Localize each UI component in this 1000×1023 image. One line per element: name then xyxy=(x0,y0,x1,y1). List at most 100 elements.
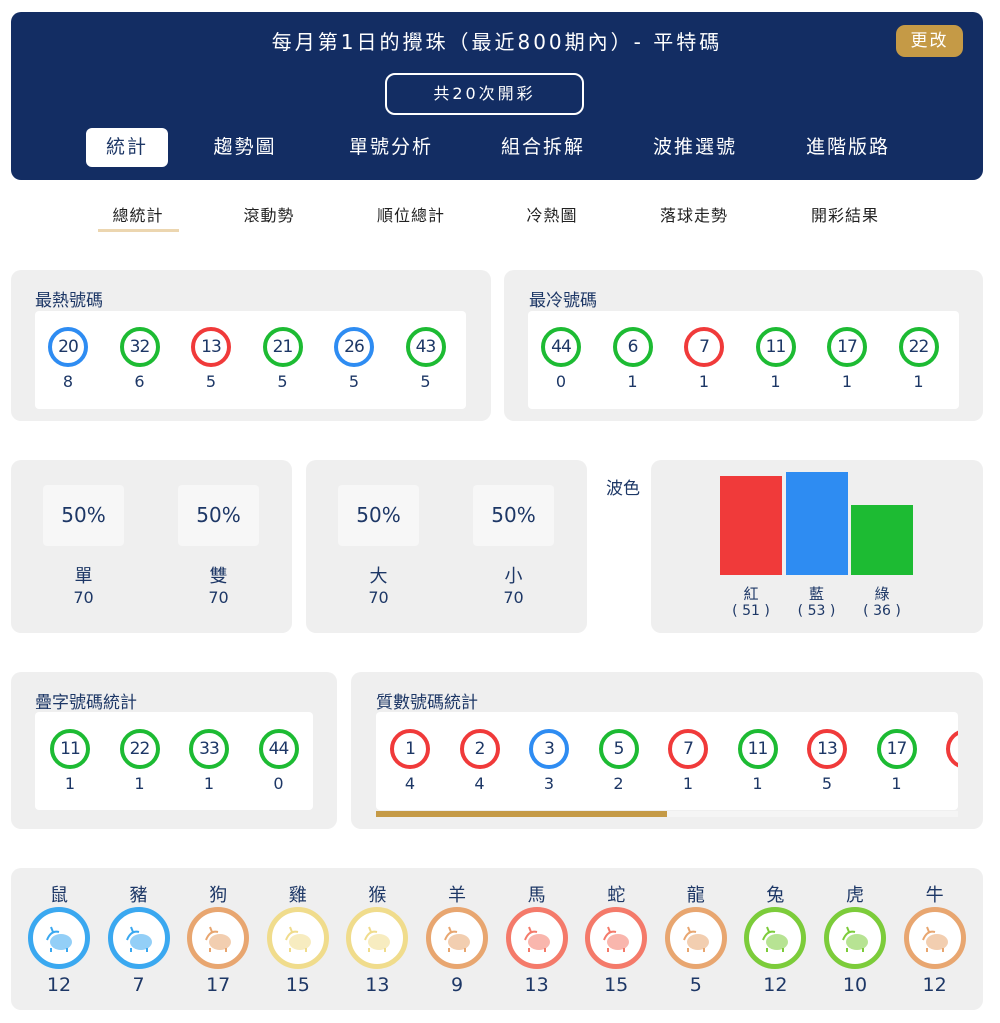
subtab-position[interactable]: 順位總計 xyxy=(376,206,445,225)
ball-count: 4 xyxy=(404,774,416,793)
oddeven-pct: 50% xyxy=(178,485,259,546)
oddeven-label: 雙 xyxy=(209,566,228,587)
zodiac-count: 12 xyxy=(922,974,947,996)
goat-icon xyxy=(426,907,488,969)
number-ball: 7 xyxy=(684,327,724,367)
zodiac-count: 12 xyxy=(763,974,788,996)
wave-bar-label: 綠 xyxy=(874,585,890,603)
prime-title: 質數號碼統計 xyxy=(376,693,478,713)
prime-scroll-list[interactable]: 142433527111113517119 xyxy=(376,712,958,810)
rabbit-icon-glyph xyxy=(762,926,789,952)
bigsmall-pct: 50% xyxy=(473,485,554,546)
tiger-icon xyxy=(824,907,886,969)
wave-bar-value: ( 51 ) xyxy=(732,603,770,619)
number-ball: 17 xyxy=(827,327,867,367)
zodiac-count: 15 xyxy=(604,974,629,996)
ball-count: 1 xyxy=(841,372,853,391)
number-ball: 44 xyxy=(541,327,581,367)
oddeven-value: 70 xyxy=(208,588,229,607)
bigsmall-value: 70 xyxy=(368,588,389,607)
subtab-rolling[interactable]: 滾動勢 xyxy=(243,206,295,225)
subtab-ball-trend[interactable]: 落球走勢 xyxy=(659,206,728,225)
horse-icon xyxy=(505,907,568,969)
ball-count: 1 xyxy=(682,774,694,793)
zodiac-count: 13 xyxy=(524,974,549,996)
monkey-icon xyxy=(346,907,409,969)
prime-scrollbar-track[interactable] xyxy=(376,811,958,817)
tab-trend[interactable]: 趨勢圖 xyxy=(213,136,277,158)
zodiac-count: 7 xyxy=(132,974,145,996)
subtab-heatmap[interactable]: 冷熱圖 xyxy=(526,206,578,225)
number-ball: 17 xyxy=(876,729,917,769)
number-ball: 11 xyxy=(755,327,796,367)
ball-count: 5 xyxy=(821,774,833,793)
ball-count: 3 xyxy=(543,774,555,793)
number-ball: 13 xyxy=(191,327,231,367)
ball-count: 1 xyxy=(203,774,215,793)
cold-numbers-card: 最冷號碼 44 0 6 1 7 1 11 1 17 1 22 1 xyxy=(504,270,983,421)
tab-single-analysis[interactable]: 單號分析 xyxy=(348,136,433,158)
ox-icon xyxy=(903,907,966,969)
ball-count: 1 xyxy=(891,774,902,793)
subtab-overall[interactable]: 總統計 xyxy=(112,206,164,225)
zodiac-name: 兔 xyxy=(766,885,785,906)
hot-title: 最熱號碼 xyxy=(35,291,103,311)
number-ball: 2 xyxy=(459,729,500,769)
zodiac-name: 牛 xyxy=(925,885,944,906)
rooster-icon-glyph xyxy=(284,926,311,952)
tab-advanced[interactable]: 進階版路 xyxy=(805,136,890,158)
page-title: 每月第1日的攪珠（最近800期內）- 平特碼 xyxy=(271,30,723,54)
oddeven-pct: 50% xyxy=(43,485,124,546)
number-ball: 26 xyxy=(334,327,374,367)
subtab-results[interactable]: 開彩結果 xyxy=(810,206,879,225)
rat-icon xyxy=(28,907,90,969)
cold-title: 最冷號碼 xyxy=(529,291,597,311)
number-ball: 22 xyxy=(898,327,939,367)
double-numbers-card: 疊字號碼統計 11 1 22 1 33 1 44 0 xyxy=(11,672,337,829)
ball-count: 5 xyxy=(205,372,217,391)
zodiac-name: 馬 xyxy=(527,885,546,906)
hot-list: 20 8 32 6 13 5 21 5 26 5 43 5 xyxy=(35,311,466,409)
wave-title: 波色 xyxy=(606,479,640,499)
dragon-icon xyxy=(664,907,727,969)
double-title: 疊字號碼統計 xyxy=(35,693,137,713)
number-ball: 3 xyxy=(529,729,569,769)
bigsmall-value: 70 xyxy=(503,588,524,607)
zodiac-name: 羊 xyxy=(448,885,466,906)
rabbit-icon xyxy=(744,907,807,969)
zodiac-name: 雞 xyxy=(288,885,307,906)
prime-numbers-card: 質數號碼統計 142433527111113517119 xyxy=(351,672,983,829)
dog-icon-glyph xyxy=(205,926,232,952)
number-ball: 13 xyxy=(807,729,847,769)
tab-combination[interactable]: 組合拆解 xyxy=(500,136,585,158)
ball-count: 4 xyxy=(474,774,485,793)
tab-wave-pick[interactable]: 波推選號 xyxy=(652,136,737,158)
prime-scrollbar-thumb[interactable] xyxy=(376,811,667,817)
wave-chart-card: 紅( 51 ) 藍( 53 ) 綠( 36 ) xyxy=(651,460,983,633)
number-ball: 5 xyxy=(598,729,639,769)
draw-count-button[interactable]: 共20次開彩 xyxy=(385,73,584,115)
number-ball: 6 xyxy=(612,327,653,367)
wave-bar-red xyxy=(720,476,782,575)
change-button[interactable]: 更改 xyxy=(896,25,963,57)
ox-icon-glyph xyxy=(921,926,948,952)
odd-even-card: 50% 單 70 50% 雙 70 xyxy=(11,460,292,633)
wave-bar-value: ( 53 ) xyxy=(797,603,836,619)
ball-count: 8 xyxy=(62,372,74,391)
horse-icon-glyph xyxy=(523,926,550,952)
ball-count: 1 xyxy=(913,372,924,391)
tab-stats[interactable]: 統計 xyxy=(86,128,168,167)
number-ball: 22 xyxy=(119,729,160,769)
number-ball: 33 xyxy=(189,729,229,769)
ball-count: 0 xyxy=(273,774,284,793)
zodiac-name: 狗 xyxy=(209,885,228,906)
number-ball: 7 xyxy=(668,729,708,769)
hot-numbers-card: 最熱號碼 20 8 32 6 13 5 21 5 26 5 43 5 xyxy=(11,270,491,421)
ball-count: 0 xyxy=(555,372,567,391)
zodiac-count: 10 xyxy=(842,974,868,996)
zodiac-card: 鼠 12 豬 7 狗 17 雞 15 猴 13 羊 9 馬 13 蛇 15 龍 5 兔 12 虎 10 牛 12 xyxy=(11,868,983,1010)
ball-count: 5 xyxy=(348,372,360,391)
pig-icon xyxy=(107,907,170,969)
snake-icon xyxy=(585,907,648,969)
bigsmall-label: 小 xyxy=(504,566,523,587)
